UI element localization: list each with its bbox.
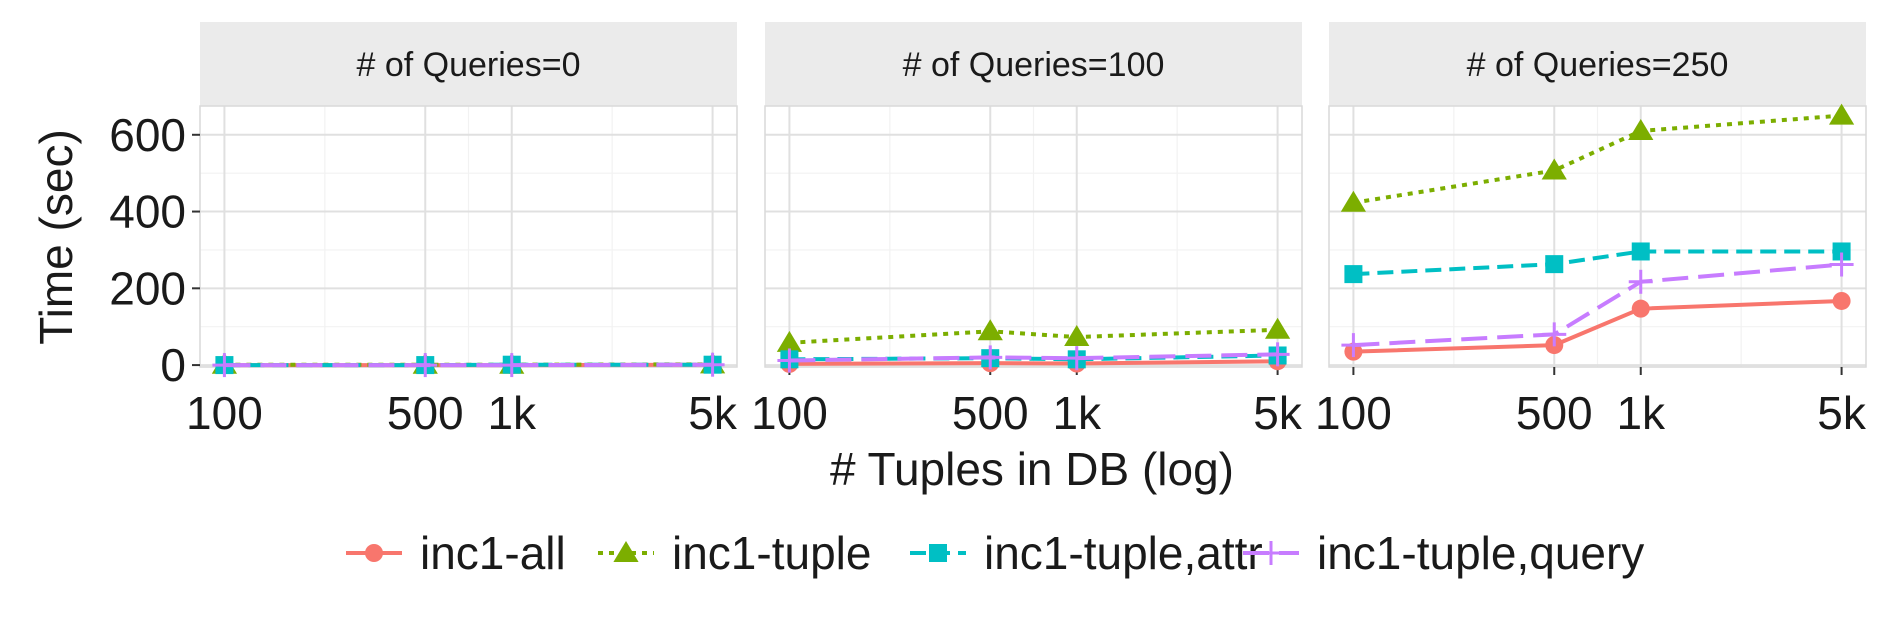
data-point-1-1-3 <box>1264 317 1291 339</box>
data-point-2-2-1 <box>1545 255 1564 274</box>
data-point-1-1-2 <box>1064 325 1090 347</box>
y-tick-label-2: 400 <box>109 186 186 238</box>
legend-item-3: inc1-tuple,query <box>1243 527 1644 579</box>
y-tick-label-0: 0 <box>160 339 186 391</box>
data-point-2-1-0 <box>1340 190 1367 212</box>
data-point-1-1-1 <box>977 319 1003 341</box>
legend-key-marker-3 <box>1259 541 1283 565</box>
data-point-0-3-0 <box>212 353 237 378</box>
series-line-2-2 <box>1353 249 1842 277</box>
data-point-1-3-1 <box>978 345 1003 370</box>
x-tick-label-2-2: 1k <box>1616 387 1666 439</box>
x-tick-label-0-0: 100 <box>186 387 263 439</box>
data-point-0-3-3 <box>700 352 725 377</box>
data-point-2-3-1 <box>1542 322 1567 347</box>
x-tick-label-0-2: 1k <box>487 387 537 439</box>
y-axis-title: Time (sec) <box>30 129 82 345</box>
data-point-0-3-2 <box>499 353 524 378</box>
series-2-2 <box>1344 242 1851 284</box>
x-tick-label-0-1: 500 <box>387 387 464 439</box>
facet-title-1: # of Queries=100 <box>903 46 1165 84</box>
facet-panel-1: # of Queries=100 100 500 1k 5k <box>751 22 1303 439</box>
facet-panel-0: # of Queries=0 100 500 1k 5k <box>186 22 738 439</box>
data-point-1-1-0 <box>776 330 803 352</box>
x-tick-label-1-0: 100 <box>751 387 828 439</box>
data-point-2-2-0 <box>1344 265 1363 284</box>
facet-strip-2 <box>1329 22 1866 106</box>
legend-item-2: inc1-tuple,attr <box>910 527 1263 579</box>
x-tick-label-0-3: 5k <box>688 387 738 439</box>
data-point-2-1-1 <box>1541 158 1567 180</box>
data-point-2-0-3 <box>1832 291 1851 310</box>
panel-border-1 <box>764 105 1303 368</box>
series-line-2-1 <box>1353 113 1842 205</box>
data-point-2-1-3 <box>1828 103 1855 125</box>
data-point-2-1-2 <box>1628 118 1654 140</box>
data-point-2-2-2 <box>1631 242 1650 261</box>
series-1-3 <box>777 342 1290 373</box>
series-2-3 <box>1341 252 1854 358</box>
y-tick-label-3: 600 <box>109 109 186 161</box>
facet-strip-0 <box>200 22 737 106</box>
series-line-1-0 <box>789 359 1278 366</box>
series-line-1-1 <box>789 327 1278 345</box>
legend-key-marker-0 <box>365 544 383 562</box>
legend-label-2: inc1-tuple,attr <box>984 527 1263 579</box>
x-tick-label-2-1: 500 <box>1516 387 1593 439</box>
series-line-2-0 <box>1353 298 1842 354</box>
data-point-1-3-2 <box>1064 346 1089 371</box>
series-line-1-2 <box>789 353 1278 362</box>
facet-title-0: # of Queries=0 <box>357 46 581 84</box>
x-tick-label-2-0: 100 <box>1315 387 1392 439</box>
x-tick-label-1-1: 500 <box>952 387 1029 439</box>
facet-panel-2: # of Queries=250 100 500 1k 5k <box>1315 22 1867 439</box>
data-point-1-3-0 <box>777 348 802 373</box>
series-1-1 <box>776 317 1291 352</box>
legend-item-0: inc1-all <box>346 527 566 579</box>
data-point-1-3-3 <box>1265 342 1290 367</box>
series-2-1 <box>1340 103 1855 212</box>
legend-label-0: inc1-all <box>420 527 566 579</box>
data-point-2-3-3 <box>1829 252 1854 277</box>
facet-title-2: # of Queries=250 <box>1467 46 1729 84</box>
legend-key-marker-2 <box>929 544 947 562</box>
legend-item-1: inc1-tuple <box>598 527 871 579</box>
y-tick-label-1: 200 <box>109 262 186 314</box>
series-line-2-3 <box>1353 262 1842 348</box>
series-0-3 <box>212 352 725 378</box>
x-axis-title: # Tuples in DB (log) <box>830 443 1234 495</box>
legend-key-marker-1 <box>613 541 639 562</box>
data-point-0-3-1 <box>413 353 438 378</box>
x-tick-label-1-2: 1k <box>1052 387 1102 439</box>
x-tick-label-1-3: 5k <box>1253 387 1303 439</box>
data-point-2-0-2 <box>1631 299 1650 318</box>
data-point-2-3-2 <box>1628 269 1653 294</box>
legend-label-3: inc1-tuple,query <box>1317 527 1644 579</box>
data-point-2-3-0 <box>1341 333 1366 358</box>
data-point-2-2-3 <box>1832 242 1851 261</box>
facet-strip-1 <box>765 22 1302 106</box>
legend-label-1: inc1-tuple <box>672 527 871 579</box>
panel-border-2 <box>1328 105 1867 368</box>
x-tick-label-2-3: 5k <box>1817 387 1867 439</box>
